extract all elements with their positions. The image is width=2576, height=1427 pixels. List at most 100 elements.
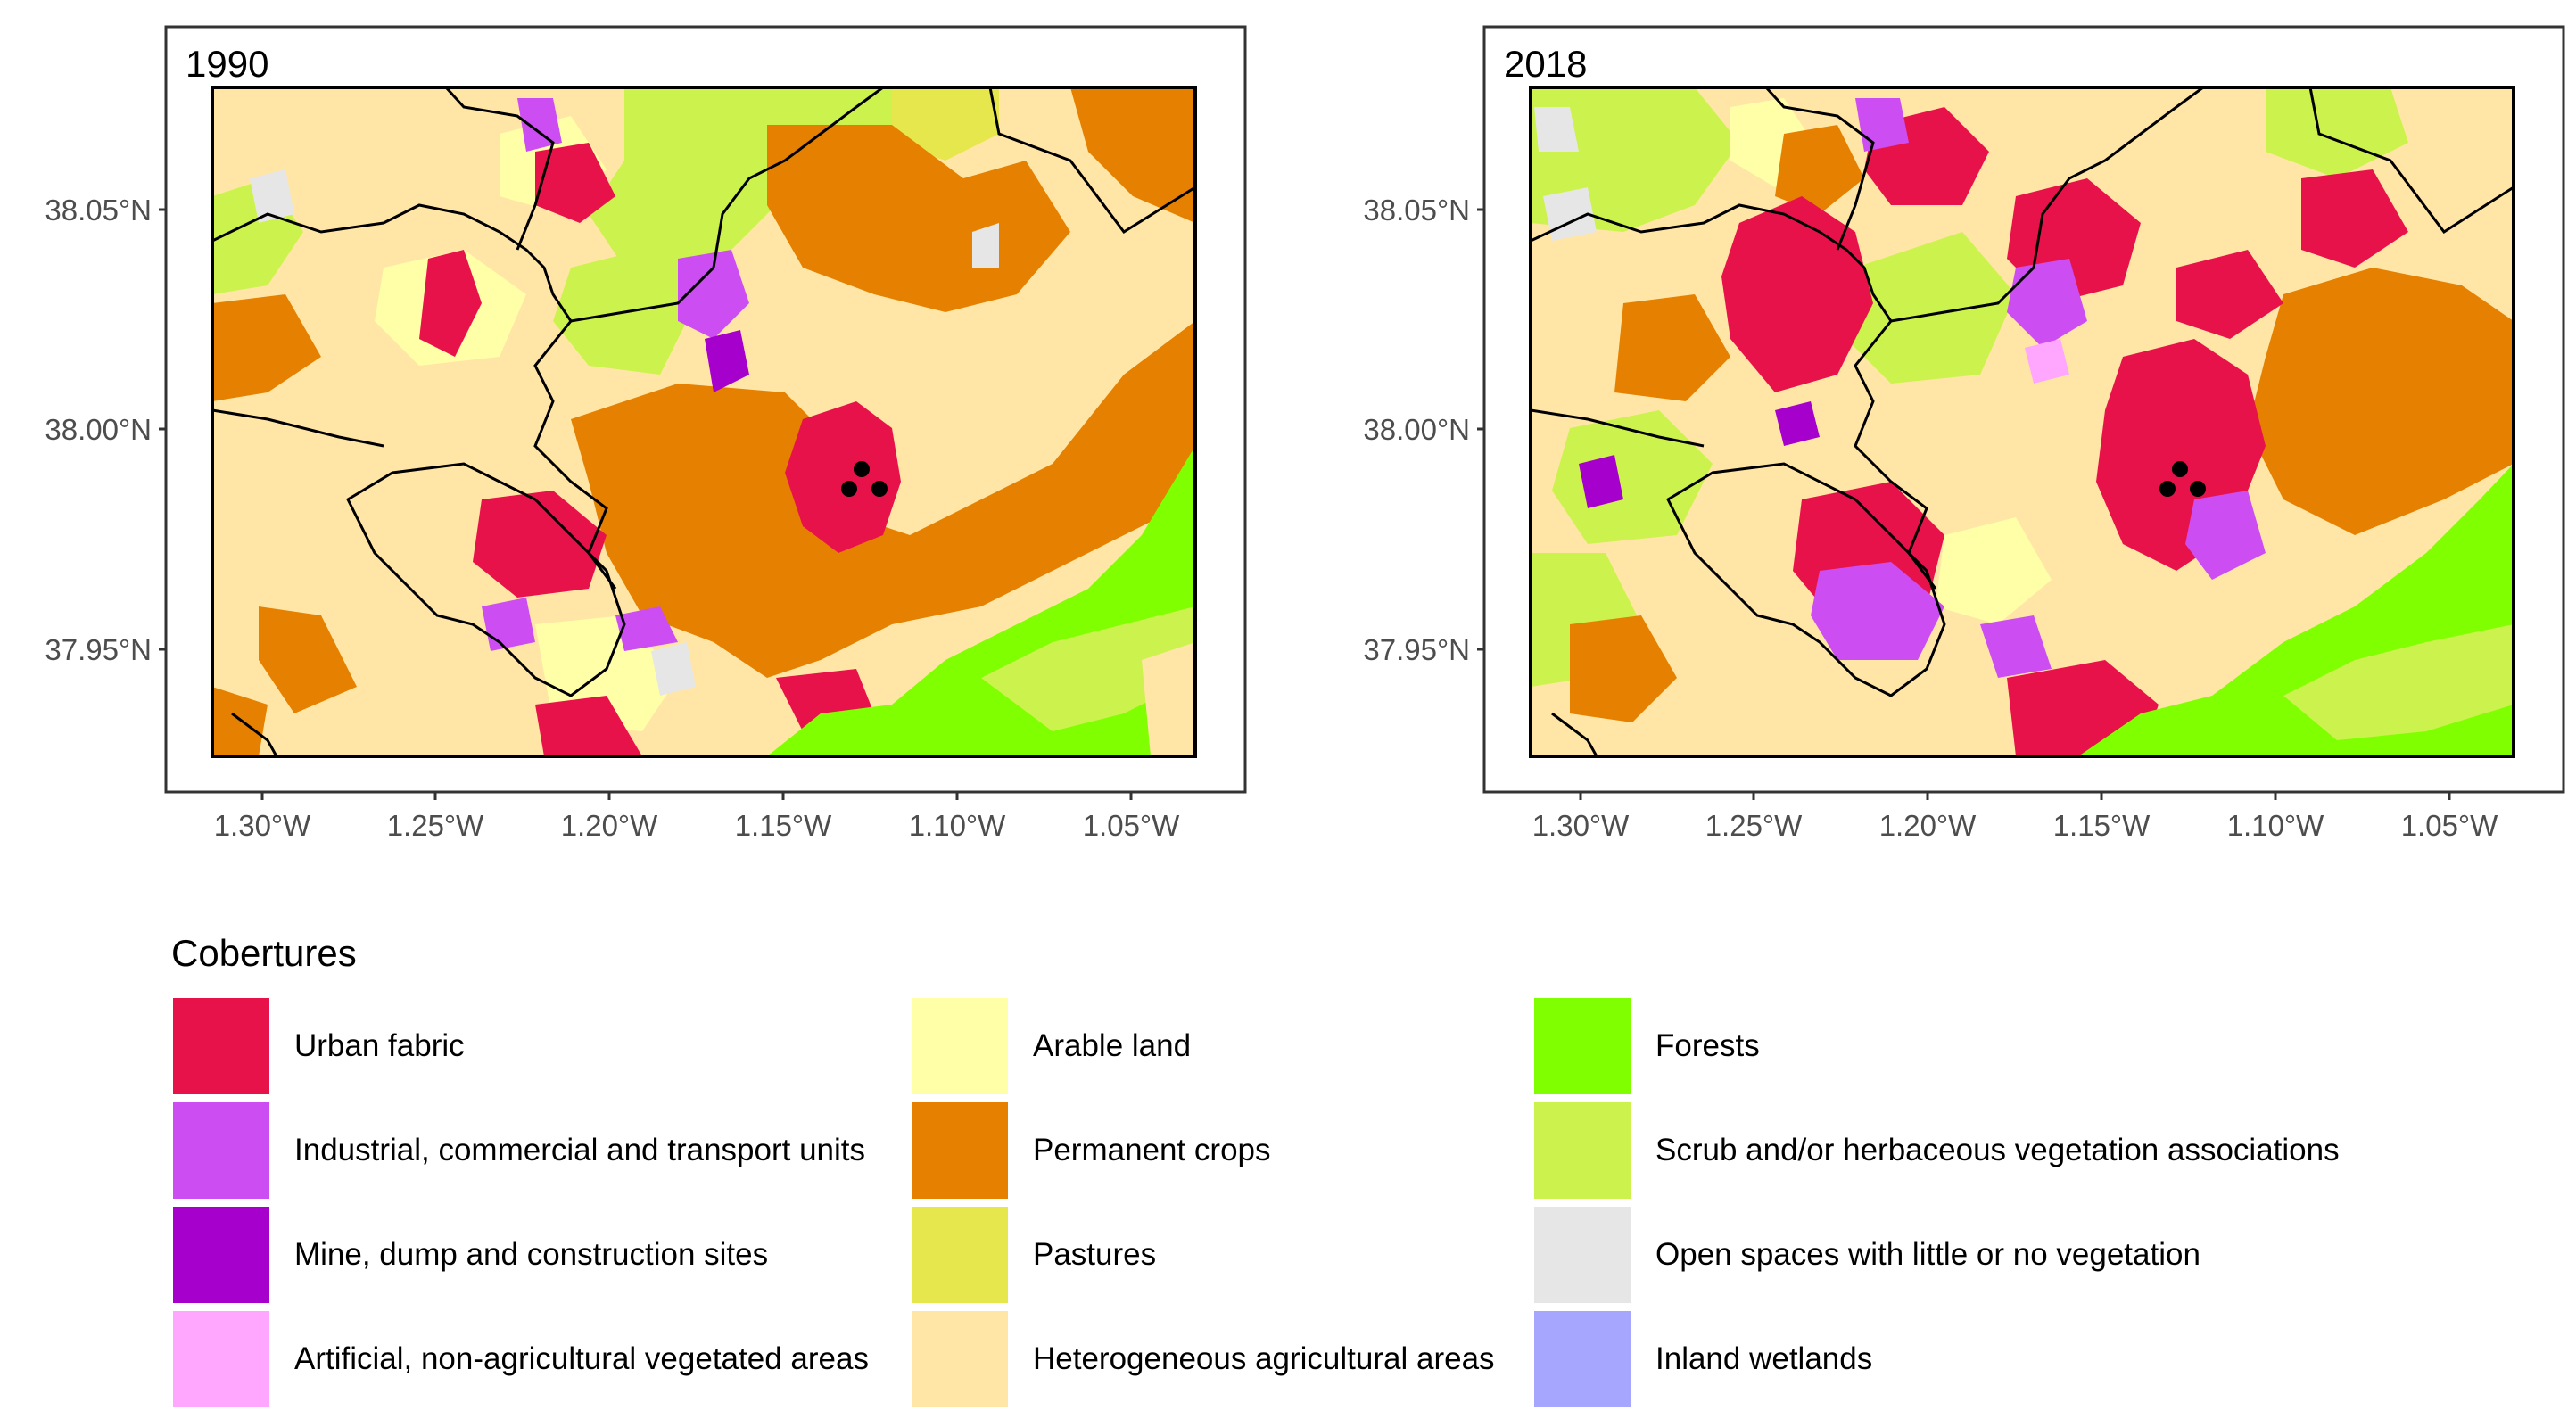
y-axis-ticks: 38.05°N 38.00°N 37.95°N [1363, 194, 1484, 666]
legend-label: Open spaces with little or no vegetation [1655, 1237, 2200, 1272]
permanent-crops-area [212, 687, 268, 756]
pasture-patch [892, 87, 999, 161]
mine-site [1579, 455, 1623, 508]
mine-site [705, 330, 749, 392]
municipal-boundary [1764, 87, 1875, 251]
legend-item-artificial-vegetated: Artificial, non-agricultural vegetated a… [173, 1309, 869, 1409]
permanent-crops-area [1070, 87, 1195, 223]
scrub-vegetation-patch [2266, 87, 2408, 178]
municipal-boundary [988, 87, 1195, 235]
y-tick-label: 38.05°N [1363, 194, 1470, 227]
legend-label: Heterogeneous agricultural areas [1033, 1341, 1495, 1376]
urban-fabric-area [2301, 169, 2408, 268]
map-panel-2018: 2018 [1363, 25, 2565, 842]
permanent-crops-area [1775, 125, 1864, 214]
municipal-boundary [1551, 712, 1598, 756]
municipal-boundary [231, 712, 278, 756]
x-tick-label: 1.30°W [214, 809, 311, 842]
heterogeneous-agricultural-area [1142, 642, 1195, 756]
artificial-vegetated-area [2025, 339, 2069, 384]
legend-swatch [1534, 1311, 1631, 1407]
legend-item-scrub-herbaceous: Scrub and/or herbaceous vegetation assoc… [1534, 1101, 2340, 1200]
municipal-boundary [2308, 87, 2514, 235]
legend-swatch [912, 998, 1008, 1094]
municipal-boundary [1666, 462, 1946, 697]
municipal-boundary [1854, 320, 1937, 590]
legend-label: Pastures [1033, 1237, 1157, 1272]
x-tick-label: 1.25°W [1705, 809, 1803, 842]
legend-swatch [1534, 998, 1631, 1094]
location-marker [854, 461, 870, 477]
urban-fabric-area [1721, 196, 1873, 392]
legend-swatch [1534, 1102, 1631, 1199]
municipal-boundary [533, 320, 617, 590]
legend-item-open-spaces: Open spaces with little or no vegetation [1534, 1205, 2200, 1305]
y-axis-ticks: 38.05°N 38.00°N 37.95°N [45, 194, 166, 666]
legend-label: Industrial, commercial and transport uni… [294, 1133, 865, 1167]
legend-label: Inland wetlands [1655, 1341, 1873, 1376]
legend-label: Scrub and/or herbaceous vegetation assoc… [1655, 1133, 2340, 1167]
urban-fabric-area [473, 491, 607, 598]
industrial-area [615, 606, 678, 651]
permanent-crops-area [2248, 268, 2514, 535]
legend-label: Arable land [1033, 1028, 1192, 1063]
industrial-area [1980, 615, 2052, 678]
urban-fabric-area [785, 401, 901, 553]
scrub-vegetation-patch [981, 606, 1195, 731]
industrial-area [482, 598, 535, 651]
industrial-area [2007, 259, 2087, 348]
open-space-patch [972, 223, 999, 268]
municipal-boundary [212, 408, 384, 448]
legend-label: Forests [1655, 1028, 1760, 1063]
open-space-patch [1534, 107, 1579, 152]
municipal-boundary [346, 462, 626, 697]
x-tick-label: 1.20°W [561, 809, 658, 842]
permanent-crops-area [212, 294, 321, 401]
legend-label: Urban fabric [294, 1028, 465, 1063]
industrial-area [678, 250, 749, 339]
industrial-area [1855, 98, 1909, 152]
urban-fabric-area [535, 143, 615, 223]
legend-label: Mine, dump and construction sites [294, 1237, 769, 1272]
legend-item-mine-dump: Mine, dump and construction sites [173, 1205, 768, 1305]
legend-swatch [173, 1207, 269, 1303]
x-tick-label: 1.05°W [1083, 809, 1180, 842]
municipal-boundary [444, 87, 555, 251]
x-tick-label: 1.25°W [387, 809, 484, 842]
legend-item-inland-wetlands: Inland wetlands [1534, 1309, 1872, 1409]
permanent-crops-area [1570, 615, 1677, 722]
open-space-patch [651, 642, 696, 696]
arable-land-patch [1936, 517, 2052, 624]
urban-fabric-area [535, 696, 642, 756]
mine-site [1775, 401, 1820, 446]
industrial-area [517, 98, 562, 152]
legend-swatch [912, 1207, 1008, 1303]
scrub-vegetation-patch [1837, 232, 2016, 384]
y-tick-label: 37.95°N [45, 633, 152, 666]
legend-item-arable-land: Arable land [912, 996, 1191, 1096]
urban-fabric-area [2176, 250, 2283, 339]
legend-swatch [173, 1311, 269, 1407]
land-cover-map [212, 87, 1195, 756]
industrial-area [2185, 491, 2266, 580]
map-panel-1990: 1990 [45, 25, 1247, 842]
maps-figure: 1990 [45, 25, 2565, 842]
legend-item-permanent-crops: Permanent crops [912, 1101, 1271, 1200]
x-tick-label: 1.30°W [1532, 809, 1630, 842]
legend-item-pastures: Pastures [912, 1205, 1156, 1305]
y-tick-label: 38.00°N [1363, 413, 1470, 446]
y-tick-label: 38.05°N [45, 194, 152, 227]
location-marker [2159, 481, 2176, 497]
panel-label: 2018 [1504, 43, 1587, 85]
legend-title: Cobertures [171, 932, 357, 974]
legend-swatch [912, 1102, 1008, 1199]
panel-label: 1990 [186, 43, 268, 85]
location-marker [871, 481, 888, 497]
y-tick-label: 38.00°N [45, 413, 152, 446]
legend-item-urban-fabric: Urban fabric [173, 996, 465, 1096]
urban-fabric-area [419, 250, 482, 357]
legend-swatch [173, 998, 269, 1094]
x-tick-label: 1.05°W [2401, 809, 2498, 842]
map-extent-frame [1529, 86, 2515, 758]
x-axis-ticks: 1.30°W 1.25°W 1.20°W 1.15°W 1.10°W 1.05°… [214, 792, 1180, 842]
